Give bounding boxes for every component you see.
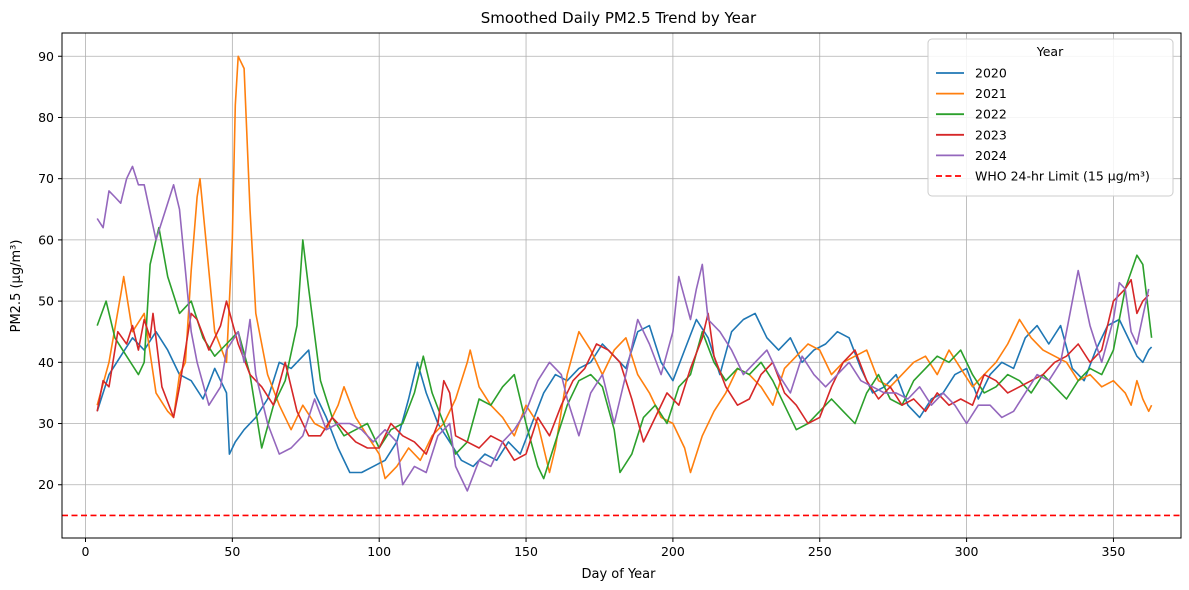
y-tick-label: 20 bbox=[38, 477, 54, 492]
legend-label-2021: 2021 bbox=[975, 86, 1007, 101]
series-line-2021 bbox=[96, 55, 1153, 480]
x-tick-label: 250 bbox=[808, 544, 832, 559]
legend-box bbox=[927, 38, 1174, 197]
y-axis-label: PM2.5 (µg/m³) bbox=[9, 240, 24, 333]
y-tick-label: 90 bbox=[38, 49, 54, 64]
x-tick-label: 0 bbox=[82, 544, 90, 559]
y-tick-label: 70 bbox=[38, 171, 54, 186]
legend-label-who-24-hr-limit-15-g-m: WHO 24-hr Limit (15 µg/m³) bbox=[975, 169, 1150, 184]
legend: Year 2020 2021 2022 2023 2024 WHO 24-hr Limit… bbox=[927, 38, 1174, 197]
x-axis-label: Day of Year bbox=[582, 567, 657, 582]
x-axis-ticks: 0 50 100 150 200 250 300 350 bbox=[82, 538, 1126, 559]
y-tick-label: 80 bbox=[38, 110, 54, 125]
y-tick-label: 40 bbox=[38, 355, 54, 370]
x-tick-label: 150 bbox=[514, 544, 538, 559]
chart-title: Smoothed Daily PM2.5 Trend by Year bbox=[481, 9, 757, 27]
series-lines bbox=[62, 55, 1181, 517]
legend-label-2022: 2022 bbox=[975, 107, 1007, 122]
legend-items: 2020 2021 2022 2023 2024 WHO 24-hr Limit (15 … bbox=[936, 66, 1150, 184]
legend-label-2024: 2024 bbox=[975, 148, 1007, 163]
x-tick-label: 350 bbox=[1102, 544, 1126, 559]
plot-frame bbox=[61, 32, 1182, 539]
y-tick-label: 50 bbox=[38, 294, 54, 309]
series-line-2023 bbox=[96, 278, 1150, 462]
x-tick-label: 50 bbox=[224, 544, 240, 559]
y-axis-ticks: 20 30 40 50 60 70 80 90 bbox=[38, 49, 62, 492]
legend-title: Year bbox=[1036, 44, 1064, 59]
series-line-2022 bbox=[96, 226, 1153, 480]
x-tick-label: 200 bbox=[661, 544, 685, 559]
y-tick-label: 30 bbox=[38, 416, 54, 431]
series-line-2024 bbox=[96, 165, 1150, 492]
legend-label-2023: 2023 bbox=[975, 127, 1007, 142]
y-tick-label: 60 bbox=[38, 232, 54, 247]
x-tick-label: 300 bbox=[955, 544, 979, 559]
x-tick-label: 100 bbox=[367, 544, 391, 559]
legend-label-2020: 2020 bbox=[975, 66, 1007, 81]
